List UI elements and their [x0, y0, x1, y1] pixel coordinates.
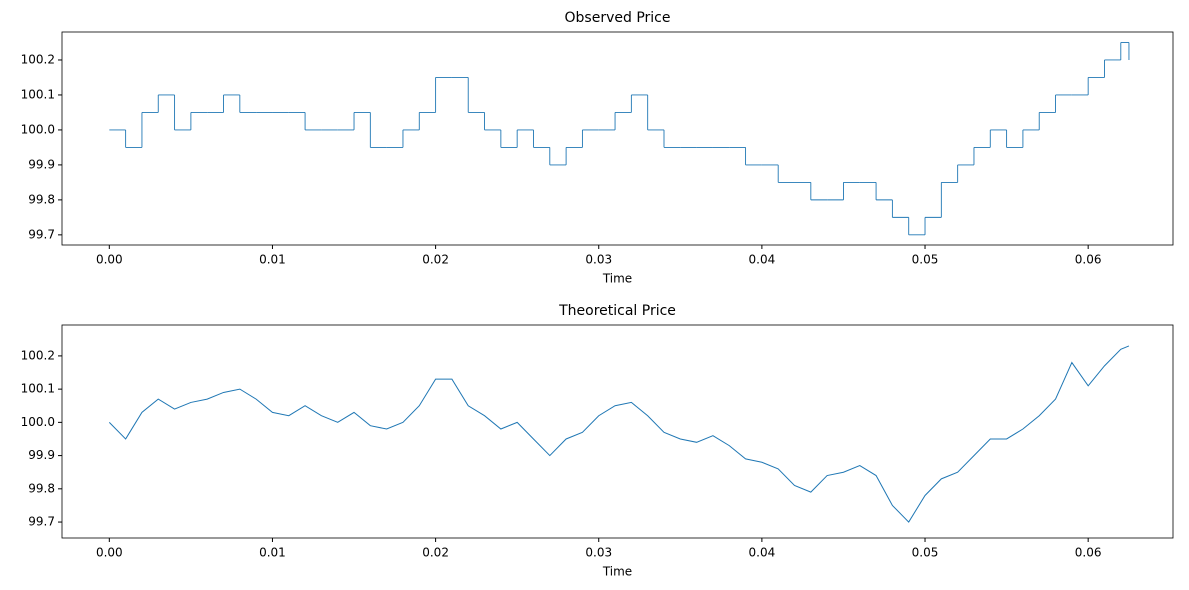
x-tick-label: 0.01: [259, 546, 286, 560]
y-tick-label: 99.9: [28, 448, 55, 462]
x-tick-label: 0.00: [96, 253, 123, 267]
axes-frame: [61, 324, 1174, 539]
price-line: [108, 345, 1130, 523]
x-tick-label: 0.02: [422, 253, 449, 267]
x-tick-label: 0.00: [96, 546, 123, 560]
y-tick-label: 100.1: [21, 382, 55, 396]
y-tick-label: 99.8: [28, 192, 55, 206]
x-tick-label: 0.02: [422, 546, 449, 560]
x-tick-label: 0.04: [749, 546, 776, 560]
y-tick-label: 100.1: [21, 87, 55, 101]
y-tick-label: 100.2: [21, 52, 55, 66]
y-tick-label: 100.2: [21, 348, 55, 362]
x-tick-label: 0.05: [912, 253, 939, 267]
y-tick-label: 99.7: [28, 515, 55, 529]
axes-frame: [61, 31, 1174, 246]
x-tick-label: 0.04: [749, 253, 776, 267]
x-axis-label: Time: [602, 565, 632, 579]
chart-title: Observed Price: [565, 10, 671, 26]
y-tick-label: 100.0: [21, 122, 55, 136]
x-axis-label: Time: [602, 272, 632, 286]
x-tick-label: 0.05: [912, 546, 939, 560]
x-tick-label: 0.03: [585, 546, 612, 560]
y-tick-label: 99.8: [28, 481, 55, 495]
y-tick-label: 100.0: [21, 415, 55, 429]
x-tick-label: 0.03: [585, 253, 612, 267]
y-tick-label: 99.9: [28, 157, 55, 171]
x-tick-label: 0.06: [1075, 546, 1102, 560]
x-tick-label: 0.01: [259, 253, 286, 267]
y-tick-label: 99.7: [28, 227, 55, 241]
chart-title: Theoretical Price: [558, 303, 676, 319]
x-tick-label: 0.06: [1075, 253, 1102, 267]
